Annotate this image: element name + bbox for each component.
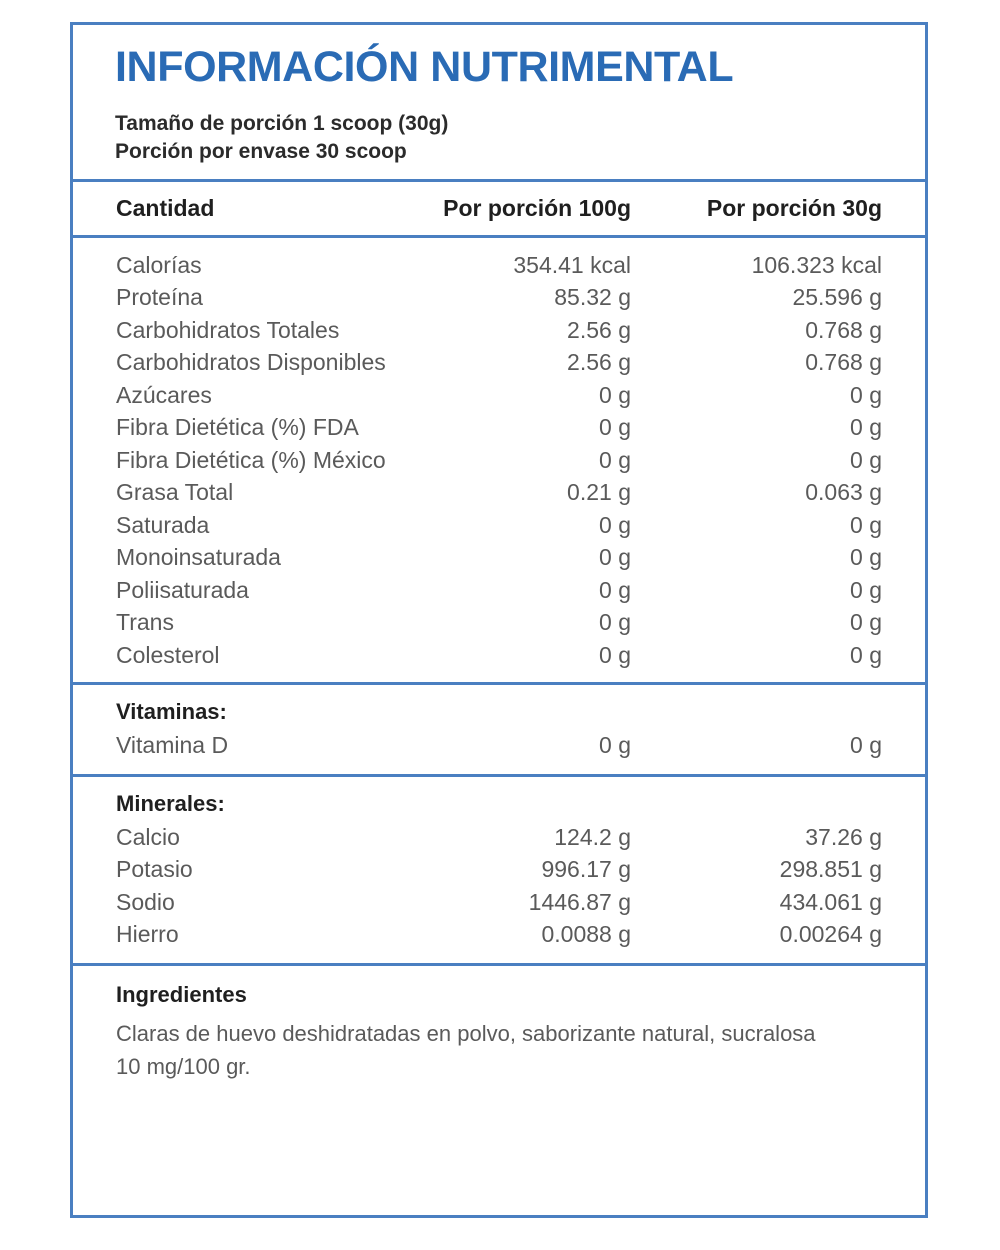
nutrient-value-per-30g: 0 g	[850, 446, 882, 473]
table-row: Poliisaturada 0 g 0 g	[73, 574, 925, 607]
nutrients-section: Calorías 354.41 kcal 106.323 kcal Proteína 8…	[73, 238, 925, 683]
column-header-amount: Cantidad	[116, 194, 215, 221]
nutrient-value-per-100g: 124.2 g	[554, 823, 631, 850]
minerals-heading: Minerales:	[116, 790, 225, 816]
nutrient-value-per-100g: 0 g	[599, 544, 631, 571]
nutrient-value-per-30g: 0 g	[850, 641, 882, 668]
serving-info: Tamaño de porción 1 scoop (30g) Porción …	[115, 110, 925, 167]
minerals-section: Minerales: Calcio 124.2 g 37.26 g Potasio 99…	[73, 777, 925, 963]
nutrient-value-per-30g: 0 g	[850, 544, 882, 571]
table-row: Monoinsaturada 0 g 0 g	[73, 541, 925, 574]
vitamins-section: Vitaminas: Vitamina D 0 g 0 g	[73, 685, 925, 774]
table-header-row: Cantidad Por porción 100g Por porción 30…	[73, 182, 925, 235]
table-row: Sodio 1446.87 g 434.061 g	[73, 886, 925, 919]
nutrient-value-per-30g: 0 g	[850, 609, 882, 636]
nutrient-value-per-30g: 0.00264 g	[779, 921, 882, 948]
table-row: Potasio 996.17 g 298.851 g	[73, 853, 925, 886]
nutrient-value-per-30g: 37.26 g	[805, 823, 882, 850]
nutrient-value-per-100g: 0 g	[599, 511, 631, 538]
nutrient-value-per-30g: 0 g	[850, 381, 882, 408]
nutrient-name: Trans	[116, 609, 174, 636]
nutrient-value-per-30g: 0.063 g	[805, 479, 882, 506]
page-title: INFORMACIÓN NUTRIMENTAL	[115, 43, 734, 91]
nutrient-value-per-100g: 0.0088 g	[541, 921, 631, 948]
nutrient-value-per-100g: 354.41 kcal	[513, 251, 631, 278]
nutrient-name: Monoinsaturada	[116, 544, 281, 571]
divider-above-ingredients	[73, 962, 925, 966]
nutrient-value-per-100g: 0 g	[599, 381, 631, 408]
nutrient-name: Azúcares	[116, 381, 212, 408]
nutrient-value-per-30g: 0 g	[850, 511, 882, 538]
nutrient-value-per-100g: 0 g	[599, 576, 631, 603]
table-row: Proteína 85.32 g 25.596 g	[73, 281, 925, 314]
nutrient-name: Carbohidratos Disponibles	[116, 349, 386, 376]
nutrient-name: Colesterol	[116, 641, 220, 668]
nutrient-name: Potasio	[116, 856, 193, 883]
nutrient-name: Fibra Dietética (%) México	[116, 446, 386, 473]
divider-above-vitamins	[73, 682, 925, 686]
nutrient-value-per-30g: 434.061 g	[779, 888, 882, 915]
table-row: Carbohidratos Disponibles 2.56 g 0.768 g	[73, 346, 925, 379]
column-header-per-30g: Por porción 30g	[706, 194, 882, 221]
nutrient-name: Sodio	[116, 888, 175, 915]
nutrient-value-per-100g: 0 g	[599, 732, 631, 759]
nutrient-name: Calorías	[116, 251, 202, 278]
table-row: Hierro 0.0088 g 0.00264 g	[73, 918, 925, 951]
table-row: Saturada 0 g 0 g	[73, 509, 925, 542]
nutrient-name: Fibra Dietética (%) FDA	[116, 414, 359, 441]
nutrient-name: Grasa Total	[116, 479, 234, 506]
table-row: Calcio 124.2 g 37.26 g	[73, 821, 925, 854]
nutrient-value-per-100g: 996.17 g	[541, 856, 631, 883]
nutrient-name: Calcio	[116, 823, 180, 850]
table-row: Vitamina D 0 g 0 g	[73, 729, 925, 762]
nutrient-value-per-30g: 298.851 g	[779, 856, 882, 883]
column-header-per-100g: Por porción 100g	[443, 194, 631, 221]
table-row: Grasa Total 0.21 g 0.063 g	[73, 476, 925, 509]
nutrient-value-per-30g: 25.596 g	[792, 284, 882, 311]
nutrient-value-per-100g: 0 g	[599, 641, 631, 668]
nutrient-value-per-100g: 2.56 g	[567, 316, 631, 343]
nutrient-value-per-30g: 106.323 kcal	[751, 251, 882, 278]
nutrition-facts-panel: INFORMACIÓN NUTRIMENTAL Tamaño de porció…	[70, 22, 928, 1218]
nutrient-value-per-30g: 0 g	[850, 576, 882, 603]
nutrient-value-per-100g: 0 g	[599, 414, 631, 441]
nutrient-value-per-100g: 85.32 g	[554, 284, 631, 311]
vitamins-rows: Vitamina D 0 g 0 g	[73, 729, 925, 762]
ingredients-heading: Ingredientes	[116, 981, 247, 1007]
ingredients-section: Ingredientes Claras de huevo deshidratad…	[73, 966, 925, 1101]
nutrient-value-per-30g: 0.768 g	[805, 349, 882, 376]
nutrient-name: Vitamina D	[116, 732, 229, 759]
nutrient-name: Carbohidratos Totales	[116, 316, 340, 343]
nutrient-value-per-30g: 0 g	[850, 414, 882, 441]
nutrient-value-per-100g: 0 g	[599, 446, 631, 473]
nutrient-name: Proteína	[116, 284, 203, 311]
nutrient-name: Saturada	[116, 511, 210, 538]
table-row: Carbohidratos Totales 2.56 g 0.768 g	[73, 314, 925, 347]
table-row: Colesterol 0 g 0 g	[73, 639, 925, 672]
table-row: Azúcares 0 g 0 g	[73, 379, 925, 412]
nutrient-value-per-100g: 0 g	[599, 609, 631, 636]
nutrient-value-per-100g: 1446.87 g	[528, 888, 631, 915]
minerals-rows: Calcio 124.2 g 37.26 g Potasio 996.17 g 298.8…	[73, 821, 925, 951]
nutrient-value-per-100g: 2.56 g	[567, 349, 631, 376]
divider-below-header	[73, 234, 925, 238]
divider-above-minerals	[73, 773, 925, 777]
nutrient-value-per-100g: 0.21 g	[567, 479, 631, 506]
vitamins-heading: Vitaminas:	[116, 699, 227, 725]
divider-above-header	[73, 178, 925, 182]
nutrient-name: Hierro	[116, 921, 179, 948]
table-row: Calorías 354.41 kcal 106.323 kcal	[73, 249, 925, 282]
nutrient-name: Poliisaturada	[116, 576, 249, 603]
table-row: Trans 0 g 0 g	[73, 606, 925, 639]
serving-size-line: Tamaño de porción 1 scoop (30g)	[115, 112, 449, 136]
table-row: Fibra Dietética (%) México 0 g 0 g	[73, 444, 925, 477]
table-row: Fibra Dietética (%) FDA 0 g 0 g	[73, 411, 925, 444]
nutrient-value-per-30g: 0 g	[850, 732, 882, 759]
ingredients-text: Claras de huevo deshidratadas en polvo, …	[116, 1020, 816, 1079]
nutrient-value-per-30g: 0.768 g	[805, 316, 882, 343]
servings-per-container-line: Porción por envase 30 scoop	[115, 140, 407, 164]
title-block: INFORMACIÓN NUTRIMENTAL Tamaño de porció…	[73, 25, 925, 179]
